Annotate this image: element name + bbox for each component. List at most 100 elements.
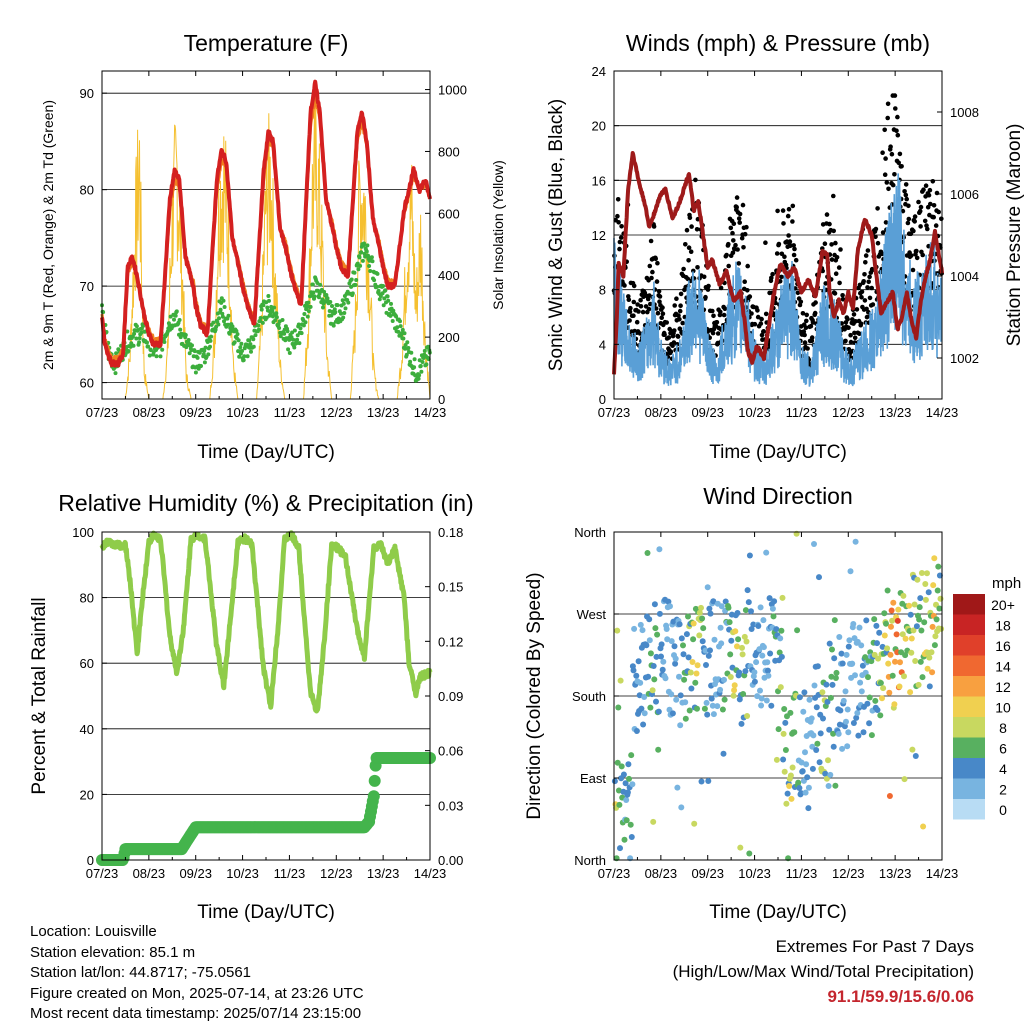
humidity-frame — [101, 531, 431, 861]
dewpoint-point — [265, 305, 270, 310]
legend-swatch — [953, 594, 985, 615]
direction-point — [931, 555, 938, 562]
direction-point — [736, 669, 743, 676]
dewpoint-point — [222, 305, 227, 309]
gust-point — [824, 212, 830, 217]
gust-point — [742, 279, 747, 285]
direction-point — [682, 715, 689, 722]
direction-point — [674, 784, 681, 791]
dewpoint-point — [126, 349, 131, 353]
humidity-xtick-label: 14/23 — [414, 866, 447, 881]
direction-point — [760, 617, 767, 624]
direction-point — [885, 660, 892, 667]
dewpoint-point — [218, 307, 223, 312]
direction-point — [690, 636, 697, 643]
gust-point — [745, 288, 750, 293]
gust-point — [863, 260, 868, 265]
direction-point — [764, 667, 771, 674]
direction-point — [811, 682, 818, 689]
direction-point — [917, 658, 924, 665]
gust-point — [845, 317, 850, 322]
gust-point — [911, 228, 916, 234]
direction-point — [902, 652, 909, 659]
humidity-right-ytick-label: 0.18 — [438, 525, 463, 540]
direction-point — [832, 782, 839, 789]
dewpoint-point — [402, 331, 407, 336]
gust-point — [781, 221, 786, 226]
dewpoint-point — [113, 371, 118, 376]
direction-point — [909, 746, 916, 753]
dewpoint-point — [208, 338, 213, 343]
gust-point — [636, 309, 641, 314]
direction-point — [881, 610, 888, 617]
direction-point — [844, 743, 851, 750]
gust-point — [628, 305, 633, 311]
direction-point — [658, 653, 664, 660]
gust-point — [724, 252, 729, 258]
direction-point — [701, 705, 708, 712]
gust-point — [730, 250, 736, 256]
direction-point — [833, 669, 840, 676]
gust-point — [802, 340, 808, 345]
direction-point — [813, 747, 820, 753]
gust-point — [678, 291, 684, 297]
dewpoint-point — [270, 309, 275, 314]
dewpoint-point — [178, 327, 183, 332]
direction-point — [758, 695, 765, 702]
gust-point — [931, 214, 936, 220]
gust-point — [728, 225, 734, 231]
direction-point — [638, 705, 645, 712]
direction-point — [829, 646, 835, 653]
direction-points — [611, 530, 945, 862]
winds-xtick-label: 12/23 — [832, 405, 865, 420]
dewpoint-point — [388, 313, 393, 318]
direction-point — [889, 672, 896, 679]
direction-point — [739, 651, 746, 658]
direction-xtick-label: 12/23 — [832, 866, 865, 881]
gust-point — [735, 247, 740, 252]
dewpoint-point — [132, 331, 137, 336]
dewpoint-point — [134, 324, 139, 329]
humidity-right-ytick-label: 0.15 — [438, 580, 463, 595]
gust-point — [718, 285, 724, 291]
dewpoint-point — [341, 301, 346, 306]
direction-point — [838, 650, 845, 657]
direction-point — [746, 552, 753, 559]
dewpoint-point — [368, 269, 373, 273]
gust-point — [848, 332, 853, 338]
direction-point — [846, 637, 853, 644]
gust-point — [791, 252, 797, 258]
gust-point — [865, 285, 870, 290]
direction-point — [683, 631, 690, 638]
gust-point — [671, 340, 677, 345]
gust-point — [714, 320, 720, 325]
direction-point — [699, 638, 706, 645]
dewpoint-point — [247, 338, 252, 343]
humidity-xtick-label: 07/23 — [86, 866, 119, 881]
dewpoint-point — [365, 243, 370, 248]
temp-2m-line — [100, 79, 432, 368]
direction-point — [763, 697, 770, 704]
gust-point — [862, 298, 868, 303]
direction-point — [611, 778, 618, 785]
gust-point — [680, 320, 685, 326]
direction-point — [925, 589, 932, 596]
gust-point — [622, 283, 627, 288]
gust-point — [854, 307, 860, 312]
direction-point — [849, 660, 856, 667]
direction-point — [759, 652, 766, 659]
temperature-right-ytick-label: 800 — [438, 144, 460, 159]
dewpoint-point — [267, 298, 271, 303]
direction-point — [915, 681, 922, 688]
dewpoint-point — [353, 283, 358, 287]
gust-point — [726, 263, 731, 269]
gust-point — [859, 295, 864, 300]
dewpoint-point — [369, 255, 374, 260]
direction-point — [937, 595, 944, 602]
direction-point — [630, 667, 637, 674]
direction-point — [893, 631, 900, 638]
direction-point — [737, 844, 744, 851]
direction-point — [688, 685, 695, 692]
direction-point — [805, 784, 812, 791]
direction-grid — [614, 531, 942, 861]
